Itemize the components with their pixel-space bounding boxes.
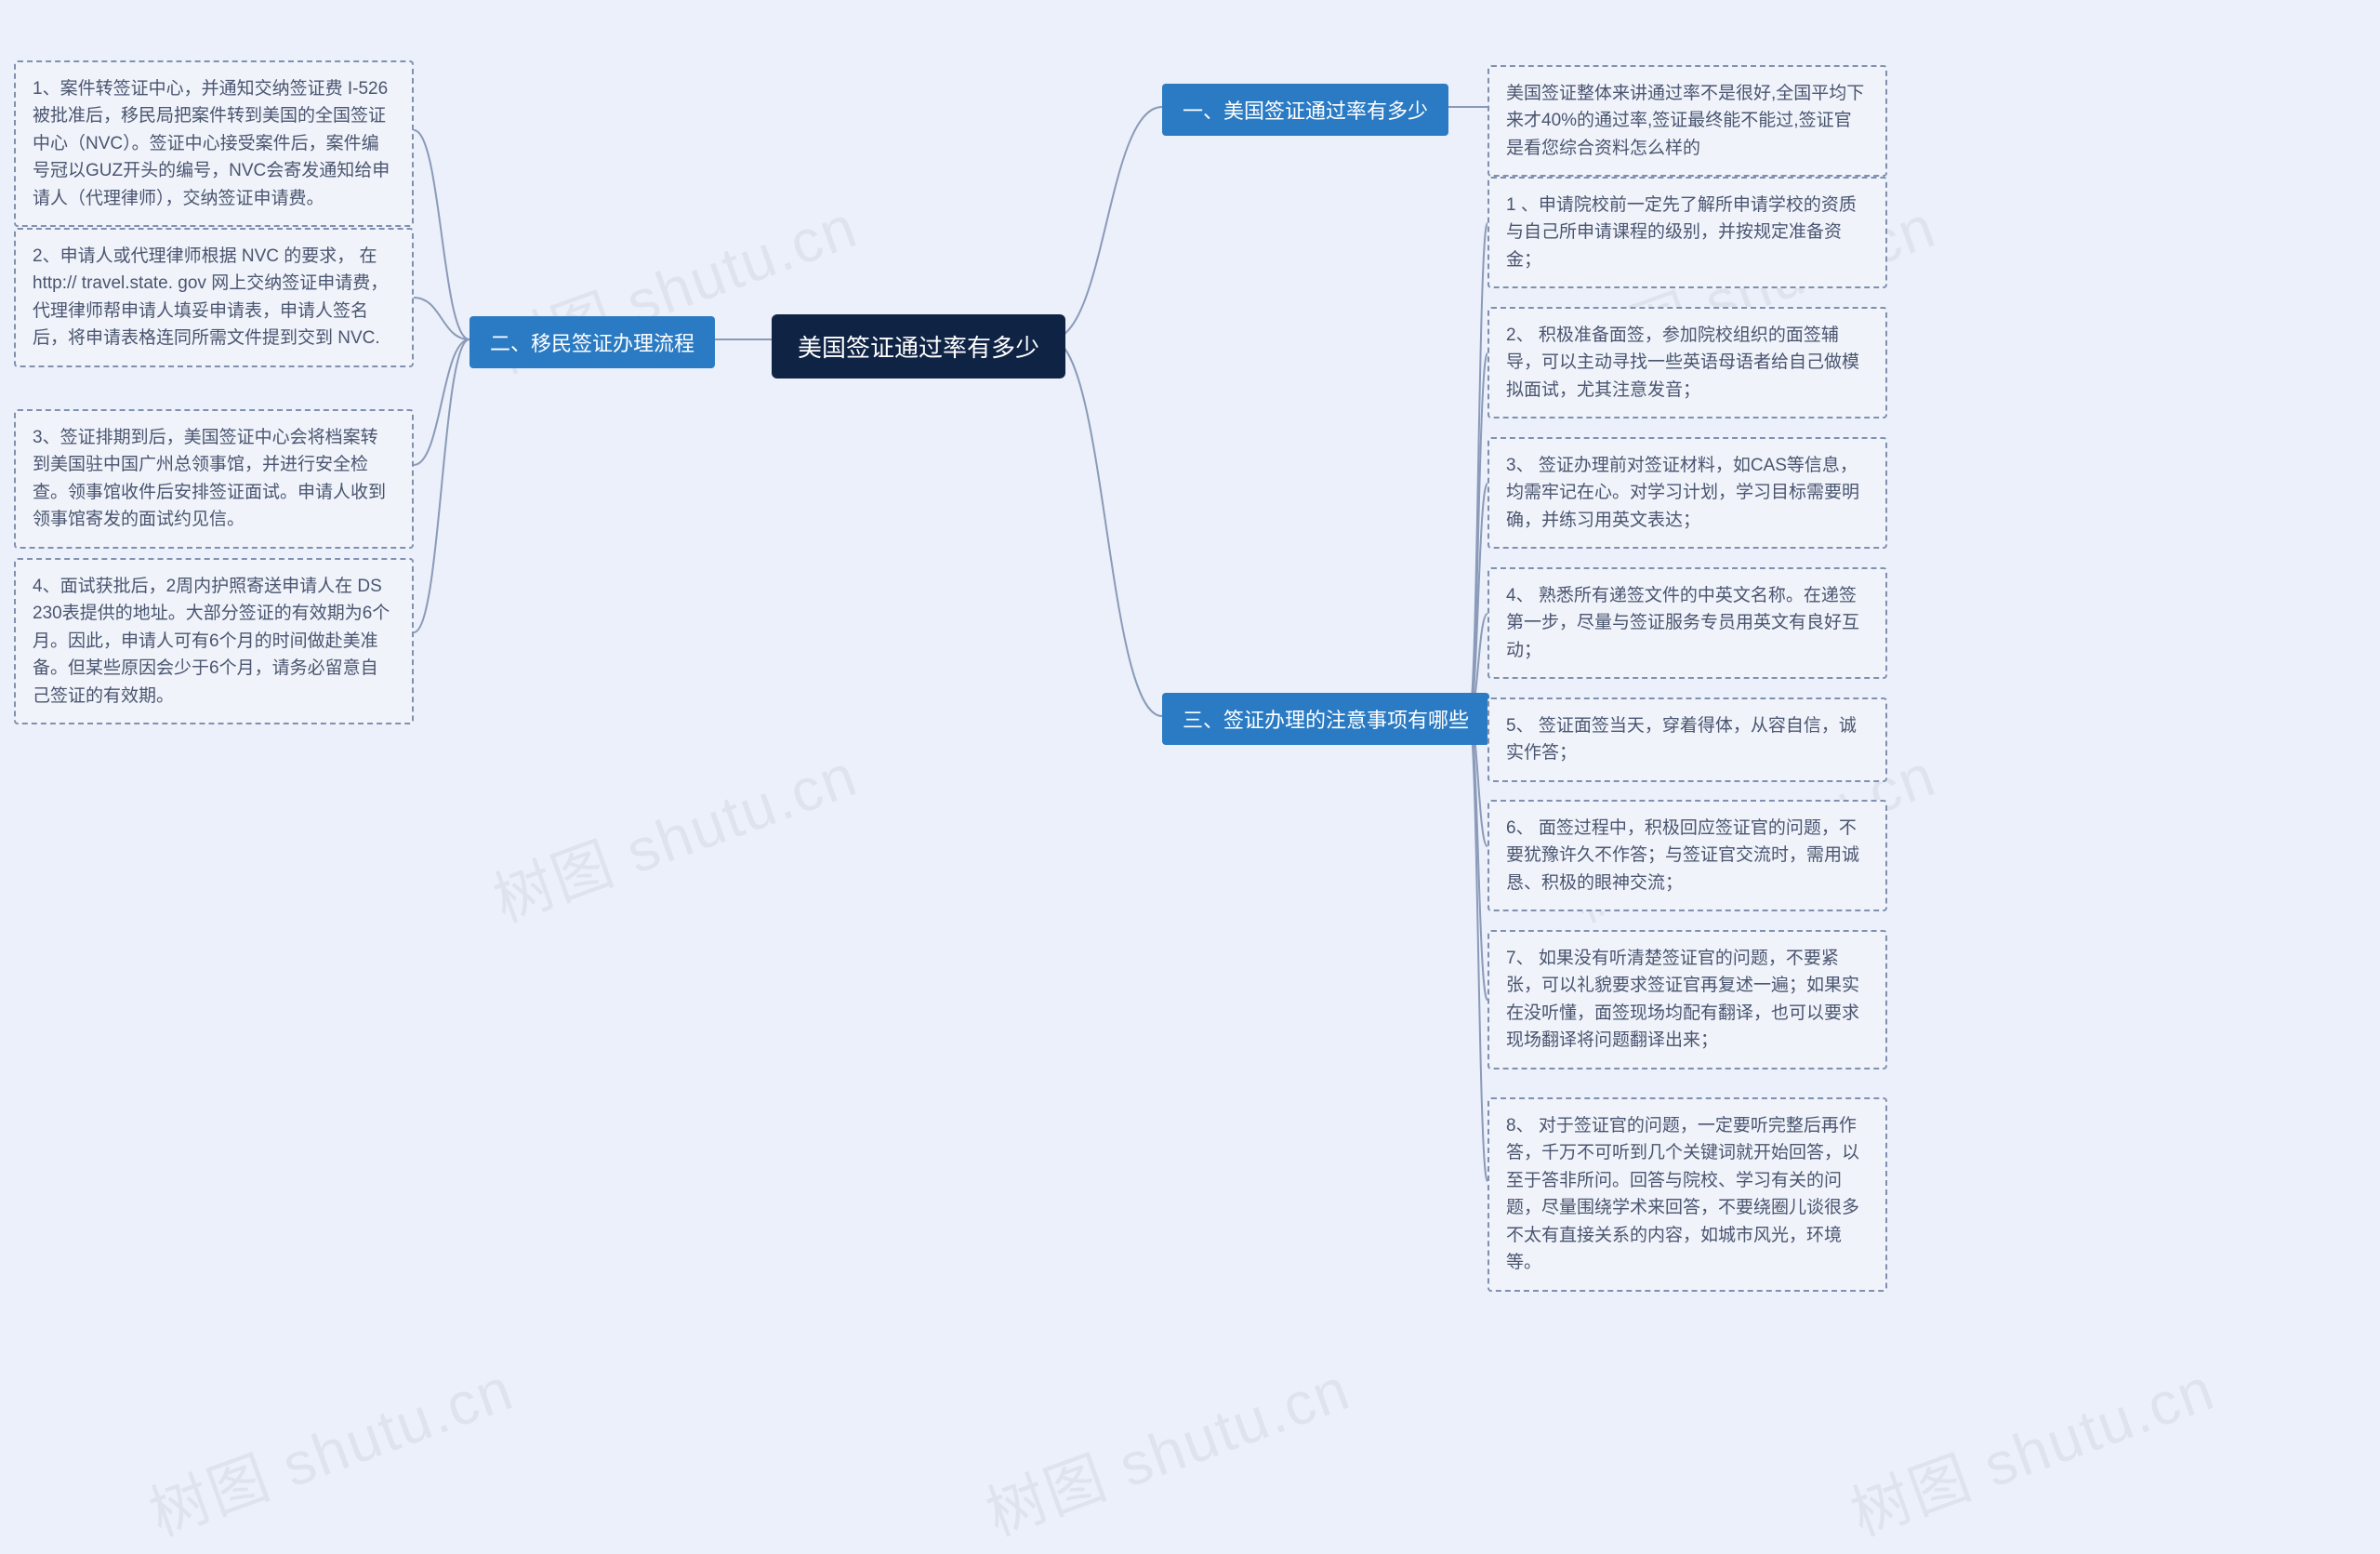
watermark: 树图 shutu.cn — [973, 1342, 1360, 1553]
leaf-node: 1 、申请院校前一定先了解所申请学校的资质与自己所申请课程的级别，并按规定准备资… — [1488, 177, 1887, 288]
leaf-node: 2、 积极准备面签，参加院校组织的面签辅导，可以主动寻找一些英语母语者给自己做模… — [1488, 307, 1887, 418]
leaf-node: 6、 面签过程中，积极回应签证官的问题，不要犹豫许久不作答；与签证官交流时，需用… — [1488, 800, 1887, 911]
leaf-node: 4、 熟悉所有递签文件的中英文名称。在递签第一步，尽量与签证服务专员用英文有良好… — [1488, 567, 1887, 679]
watermark: 树图 shutu.cn — [1838, 1342, 2225, 1553]
leaf-node: 8、 对于签证官的问题，一定要听完整后再作答，千万不可听到几个关键词就开始回答，… — [1488, 1097, 1887, 1292]
branch-node-1: 一、美国签证通过率有多少 — [1162, 84, 1448, 136]
leaf-node: 3、签证排期到后，美国签证中心会将档案转到美国驻中国广州总领事馆，并进行安全检查… — [14, 409, 414, 549]
leaf-node: 4、面试获批后，2周内护照寄送申请人在 DS 230表提供的地址。大部分签证的有… — [14, 558, 414, 724]
watermark: 树图 shutu.cn — [137, 1342, 523, 1553]
leaf-node: 1、案件转签证中心，并通知交纳签证费 I-526 被批准后，移民局把案件转到美国… — [14, 60, 414, 227]
root-node: 美国签证通过率有多少 — [772, 314, 1065, 379]
leaf-node: 3、 签证办理前对签证材料，如CAS等信息，均需牢记在心。对学习计划，学习目标需… — [1488, 437, 1887, 549]
watermark: 树图 shutu.cn — [481, 728, 867, 939]
leaf-node: 2、申请人或代理律师根据 NVC 的要求， 在http:// travel.st… — [14, 228, 414, 367]
branch-node-3: 三、签证办理的注意事项有哪些 — [1162, 693, 1489, 745]
leaf-node: 美国签证整体来讲通过率不是很好,全国平均下来才40%的通过率,签证最终能不能过,… — [1488, 65, 1887, 177]
leaf-node: 7、 如果没有听清楚签证官的问题，不要紧张，可以礼貌要求签证官再复述一遍；如果实… — [1488, 930, 1887, 1069]
leaf-node: 5、 签证面签当天，穿着得体，从容自信，诚实作答； — [1488, 697, 1887, 782]
branch-node-2: 二、移民签证办理流程 — [469, 316, 715, 368]
